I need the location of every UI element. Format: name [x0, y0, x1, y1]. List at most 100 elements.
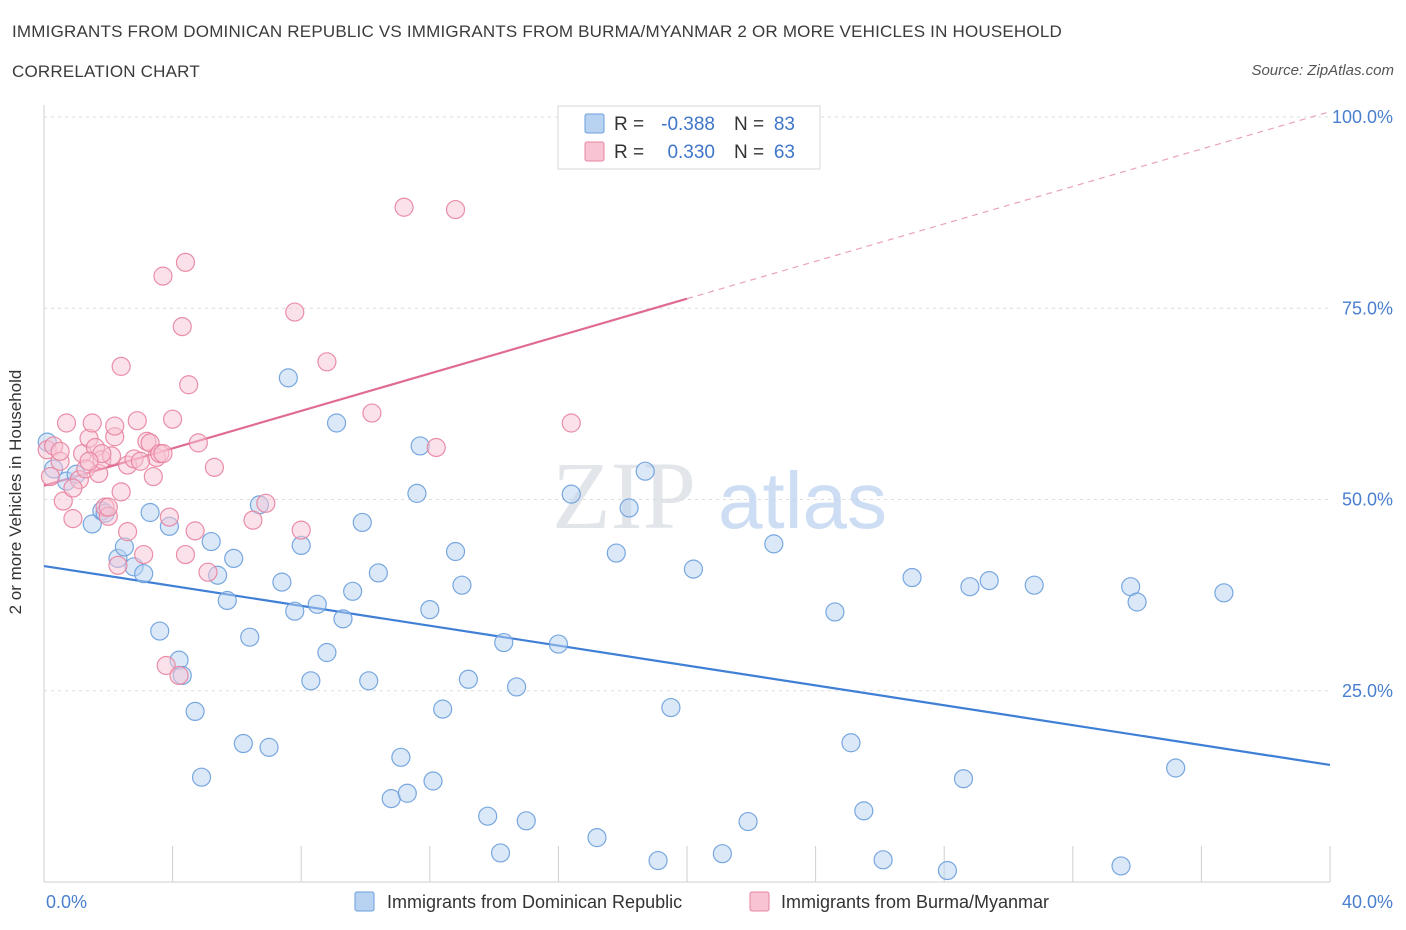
trend-line-dominican [43, 564, 1331, 767]
chart-title: IMMIGRANTS FROM DOMINICAN REPUBLIC VS IM… [12, 22, 1062, 41]
point-dominican [359, 671, 379, 691]
point-dominican [979, 570, 999, 591]
point-dominican [240, 627, 260, 647]
stats-r-value: -0.388 [661, 114, 715, 135]
point-burma [394, 197, 414, 217]
stats-swatch-burma [584, 141, 605, 162]
point-burma [98, 497, 118, 517]
point-burma [204, 457, 224, 477]
point-burma [117, 522, 138, 542]
point-dominican [407, 483, 427, 503]
legend-label-dominican: Immigrants from Dominican Republic [387, 892, 682, 912]
point-burma [175, 252, 196, 272]
point-burma [40, 466, 61, 487]
point-burma [105, 416, 125, 436]
bottom-legend: Immigrants from Dominican Republic Immig… [354, 891, 1049, 912]
point-dominican [937, 860, 958, 881]
point-dominican [825, 602, 845, 622]
point-dominican [661, 697, 681, 718]
point-dominican [224, 548, 244, 569]
point-burma [63, 478, 83, 498]
tick-labels: 25.0% 50.0% 75.0% 100.0% 0.0% 40.0% [46, 107, 1393, 912]
point-dominican [368, 563, 388, 583]
point-burma [172, 317, 192, 337]
point-dominican [397, 783, 417, 803]
point-dominican [259, 737, 279, 757]
point-burma [156, 655, 176, 676]
point-burma [159, 507, 179, 527]
point-dominican [873, 850, 893, 870]
point-burma [291, 520, 311, 540]
watermark-atlas: atlas [718, 456, 887, 545]
point-dominican [1127, 592, 1147, 612]
point-dominican [764, 534, 784, 554]
point-dominican [82, 514, 102, 534]
point-dominican [548, 634, 569, 654]
point-dominican [1024, 575, 1044, 595]
point-dominican [278, 368, 298, 388]
point-dominican [185, 701, 205, 722]
stats-legend: R = -0.388 N = 83 R = 0.330 N = 63 [557, 105, 821, 170]
point-burma [169, 665, 189, 686]
stats-r-label: R = [614, 114, 644, 135]
point-dominican [458, 669, 478, 689]
point-dominican [1166, 758, 1186, 778]
point-dominican [902, 567, 922, 588]
point-dominican [478, 806, 498, 826]
point-burma [198, 562, 218, 582]
point-dominican [191, 767, 212, 787]
point-dominican [490, 843, 511, 863]
stats-r-label: R = [614, 142, 644, 163]
point-dominican [317, 642, 337, 663]
x-tick-label: 40.0% [1342, 892, 1393, 912]
point-dominican [343, 581, 363, 601]
point-dominican [307, 594, 327, 614]
point-dominican [516, 811, 536, 831]
point-dominican [326, 413, 347, 433]
point-dominican [960, 577, 980, 597]
point-burma [285, 302, 305, 322]
point-dominican [272, 572, 292, 592]
chart-subtitle: CORRELATION CHART [12, 62, 200, 81]
point-dominican [201, 531, 221, 552]
point-burma [53, 491, 73, 511]
point-burma [79, 451, 99, 471]
point-dominican [150, 621, 170, 641]
legend-swatch-dominican [354, 891, 375, 912]
point-dominican [561, 484, 581, 504]
point-burma [111, 482, 131, 502]
stats-n-label: N = [734, 142, 764, 163]
point-dominican [285, 601, 305, 621]
point-burma [426, 437, 446, 458]
point-burma [243, 510, 263, 530]
point-burma [56, 413, 77, 433]
y-tick-label: 50.0% [1342, 490, 1393, 510]
legend-swatch-burma [749, 891, 770, 912]
point-dominican [301, 671, 321, 691]
point-dominican [507, 677, 527, 697]
stats-r-value: 0.330 [667, 142, 715, 163]
point-burma [561, 413, 581, 433]
stats-swatch-dominican [584, 113, 605, 134]
point-dominican [452, 575, 472, 595]
point-dominican [1214, 583, 1234, 603]
point-burma [111, 356, 131, 376]
point-burma [256, 493, 276, 513]
point-dominican [738, 811, 758, 832]
point-burma [153, 266, 173, 286]
point-burma [82, 413, 102, 433]
point-dominican [841, 733, 861, 753]
point-dominican [134, 564, 154, 584]
point-dominican [635, 461, 655, 481]
trend-lines [43, 111, 1331, 767]
source-label: Source: ZipAtlas.com [1251, 62, 1394, 79]
point-dominican [217, 590, 237, 611]
point-dominican [494, 632, 514, 653]
grid-lines [44, 116, 1330, 692]
point-dominican [433, 699, 453, 719]
point-dominican [420, 600, 440, 620]
point-burma [179, 375, 199, 395]
point-dominican [233, 733, 253, 754]
point-burma [63, 509, 83, 529]
point-burma [188, 433, 208, 453]
